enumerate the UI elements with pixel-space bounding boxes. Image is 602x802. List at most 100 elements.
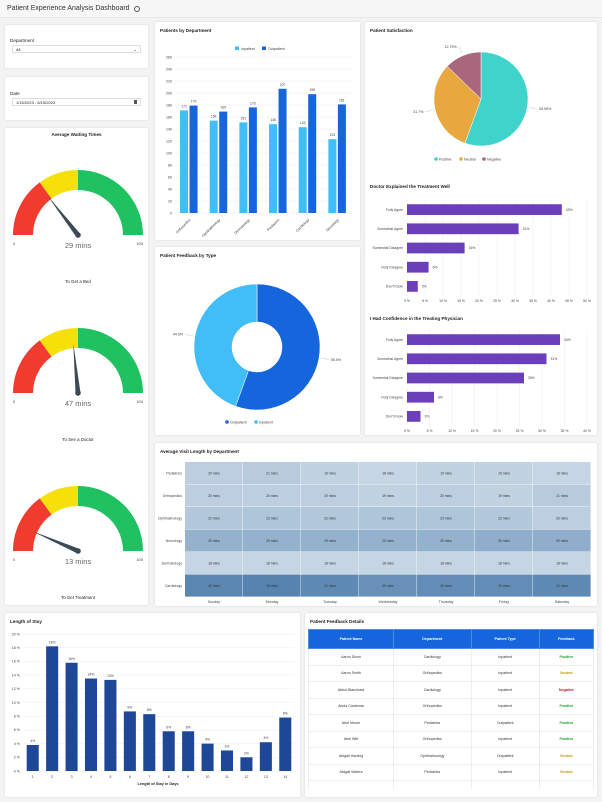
bar-inpatient <box>209 120 218 213</box>
table-row[interactable]: Aaron Dixon Cardiology Inpatient Positive <box>308 648 594 666</box>
heatmap-cell <box>301 574 359 597</box>
department-label: Department <box>10 38 35 43</box>
label: 10 % <box>12 701 21 705</box>
heatmap-cell <box>243 574 301 597</box>
page-title: Patient Experience Analysis Dashboard <box>7 5 130 12</box>
visit-length-heatmap: Pediatrics 20 mins 21 mins 19 mins 18 mins 19… <box>158 462 591 604</box>
column-header[interactable]: Patient Type <box>470 629 540 649</box>
calendar-icon[interactable] <box>133 100 137 104</box>
label: 15 % <box>457 299 465 303</box>
table-cell: Inpatient <box>470 648 540 666</box>
table-row[interactable]: Aaron Smith Orthopedics Inpatient Neutral <box>308 664 594 682</box>
label: 123 <box>330 133 336 137</box>
label: 148 <box>270 118 276 122</box>
heatmap-cell <box>243 529 301 552</box>
label: 3 <box>71 775 73 779</box>
table-row[interactable] <box>308 780 594 789</box>
column-header[interactable]: Department <box>393 629 472 649</box>
label: 20 % <box>493 429 501 433</box>
label: 10 <box>206 775 210 779</box>
table-cell: Positive <box>538 648 594 666</box>
cell-label: 40 mins <box>498 584 510 588</box>
leader-line <box>425 109 434 112</box>
label: 14 <box>283 775 287 779</box>
label: Outpatient <box>268 47 285 51</box>
cell-label: 21 mins <box>556 494 568 498</box>
cell-label: 41 mins <box>324 584 336 588</box>
heatmap-cell <box>185 529 243 552</box>
label: Don't Know <box>386 285 404 289</box>
department-select[interactable]: All ⌄ <box>12 45 141 53</box>
waiting-times-title: Average Waiting Times <box>51 132 102 137</box>
leader-line <box>185 334 194 337</box>
label: 45 % <box>565 299 573 303</box>
feedback-table: Patient Name Department Patient Type Feedba… <box>308 629 594 789</box>
leader-line <box>529 107 538 110</box>
table-row[interactable]: Abbot Blanchard Cardiology Inpatient Negati… <box>308 681 594 699</box>
cell-label: 20 mins <box>208 471 220 475</box>
table-row[interactable]: Abel Witt Orthopedics Inpatient Positive <box>308 730 594 748</box>
cell-label: 22 mins <box>208 516 220 520</box>
label: 100 <box>136 241 143 246</box>
label: Neurology <box>325 218 340 233</box>
label: Friday <box>499 600 509 604</box>
cell-label: 40 mins <box>440 584 452 588</box>
legend-swatch <box>235 46 239 50</box>
info-circle-icon[interactable] <box>133 5 140 12</box>
length-of-stay-chart: 0 % 2 % 4 % 6 % 8 % 10 % 12 % 14 % 16 % 18 % 20 % 4… <box>12 632 295 786</box>
gauge-band <box>13 340 52 393</box>
chart-title: Average Visit Length by Department <box>160 449 239 454</box>
gauge-needle <box>73 343 81 394</box>
heatmap-cell <box>533 529 591 552</box>
column-header[interactable]: Feedback <box>538 629 594 649</box>
table-row[interactable]: Abdul Cardenas Orthopedics Inpatient Positi… <box>308 697 594 715</box>
cell-label: 18 mins <box>208 561 220 565</box>
table-cell: Abel Moore <box>308 714 394 732</box>
date-filter-card: Date 1/15/2023 - 6/15/2023 <box>5 77 148 120</box>
bar-outpatient <box>189 105 198 213</box>
heatmap-cell <box>359 552 417 575</box>
label: 16% <box>68 657 75 661</box>
column-header[interactable]: Patient Name <box>308 629 394 649</box>
label: Saturday <box>555 600 570 604</box>
table-cell: Outpatient <box>470 714 540 732</box>
label: 6% <box>166 725 171 729</box>
label: Orthopedics <box>163 494 183 498</box>
chart-title: Length of Stay <box>10 619 42 624</box>
date-range-input[interactable]: 1/15/2023 - 6/15/2023 <box>12 98 141 106</box>
table-cell: Outpatient <box>470 747 540 765</box>
table-cell: Inpatient <box>470 681 540 699</box>
cell-label: 29 mins <box>324 539 336 543</box>
label: 5 % <box>422 299 428 303</box>
table-row[interactable]: Abel Moore Pediatrics Outpatient Positive <box>308 714 594 732</box>
table-cell <box>470 780 540 789</box>
table-cell: Pediatrics <box>393 714 472 732</box>
table-row[interactable]: Abigail Harding Ophthalmology Outpatient Ne… <box>308 747 594 765</box>
cell-label: 18 mins <box>498 561 510 565</box>
label: Pediatrics <box>166 472 182 476</box>
heatmap-cell <box>185 507 243 530</box>
heatmap-cell <box>533 462 591 485</box>
label: 9 <box>187 775 189 779</box>
cell-label: 19 mins <box>498 471 510 475</box>
heatmap-cell <box>417 462 475 485</box>
label: 47 mins <box>65 399 92 408</box>
heatmap-cell <box>533 552 591 575</box>
bar-value <box>259 742 272 771</box>
bar-outpatient <box>219 111 228 213</box>
label: 3% <box>425 415 430 419</box>
label: 8 % <box>14 715 21 719</box>
table-row[interactable]: Abigail Waters Pediatrics Inpatient Neutral <box>308 763 594 781</box>
label: 31% <box>523 227 530 231</box>
cell-label: 29 mins <box>266 539 278 543</box>
label: Fully Disagree <box>381 395 403 399</box>
table-cell: Orthopedics <box>393 697 472 715</box>
cell-label: 23 mins <box>266 516 278 520</box>
table-cell: Abigail Waters <box>308 763 394 781</box>
label: 20 % <box>12 632 21 636</box>
label: 14% <box>88 673 95 677</box>
label: 260 <box>166 55 172 59</box>
table-cell: Abdul Cardenas <box>308 697 394 715</box>
table-cell: Neutral <box>538 747 594 765</box>
feedback-table-scroll[interactable]: Patient Name Department Patient Type Feedba… <box>308 629 594 789</box>
